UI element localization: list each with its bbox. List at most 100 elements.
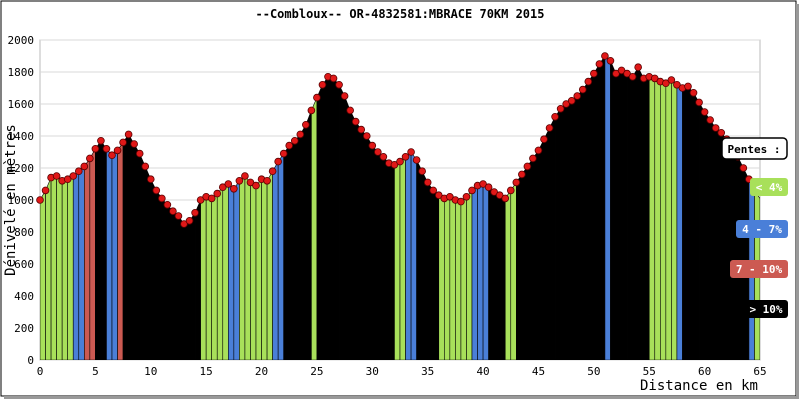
slope-bar-67 <box>410 151 417 360</box>
slope-bar-53 <box>333 77 340 360</box>
slope-bar-82 <box>493 191 500 360</box>
slope-bar-38 <box>250 181 257 360</box>
elevation-point-66 <box>401 153 410 161</box>
elevation-point-21 <box>152 186 161 195</box>
elevation-point-108 <box>634 63 642 71</box>
y-tick-label-1: 200 <box>14 322 34 335</box>
elevation-point-70 <box>423 178 432 187</box>
elevation-point-10 <box>91 145 100 153</box>
elevation-point-39 <box>252 181 260 190</box>
slope-bar-52 <box>327 76 334 360</box>
slope-bar-19 <box>144 166 152 360</box>
slope-bar-112 <box>660 81 667 360</box>
elevation-point-17 <box>130 140 138 148</box>
elevation-point-65 <box>396 157 404 166</box>
elevation-point-82 <box>490 188 498 196</box>
slope-bar-17 <box>133 142 140 360</box>
elevation-point-45 <box>285 141 294 150</box>
slope-bar-106 <box>626 73 633 360</box>
elevation-point-18 <box>135 149 144 158</box>
x-tick-label-5: 25 <box>310 365 323 378</box>
slope-bar-57 <box>355 120 362 360</box>
slope-bar-100 <box>593 62 600 360</box>
slope-bar-29 <box>200 196 207 360</box>
slope-bar-98 <box>582 80 589 360</box>
elevation-point-56 <box>346 106 354 115</box>
elevation-point-9 <box>86 154 94 163</box>
slope-bar-118 <box>693 91 700 360</box>
slope-bar-80 <box>482 183 489 360</box>
slope-bar-54 <box>338 84 345 360</box>
elevation-point-95 <box>562 100 570 108</box>
elevation-point-101 <box>595 60 604 68</box>
chart-title: --Combloux-- OR-4832581:MBRACE 70KM 2015 <box>256 7 545 21</box>
slope-bar-21 <box>156 189 163 360</box>
elevation-point-80 <box>479 180 487 188</box>
slope-bar-88 <box>527 157 534 360</box>
elevation-point-74 <box>446 193 454 201</box>
slope-bar-91 <box>543 127 550 360</box>
x-tick-label-3: 15 <box>200 365 213 378</box>
slope-bar-61 <box>377 151 384 360</box>
elevation-point-35 <box>230 185 238 193</box>
slope-bar-125 <box>732 147 739 360</box>
y-tick-label-6: 1200 <box>8 162 35 175</box>
slope-bar-72 <box>438 194 445 360</box>
x-tick-label-13: 65 <box>753 365 766 378</box>
slope-bar-24 <box>172 210 179 360</box>
slope-bar-68 <box>416 159 423 360</box>
legend-swatch-low <box>750 178 788 196</box>
slope-bar-97 <box>576 88 584 360</box>
slope-bar-90 <box>538 139 545 360</box>
slope-bar-109 <box>643 76 650 360</box>
slope-bar-93 <box>554 107 561 360</box>
y-tick-label-3: 600 <box>14 258 34 271</box>
slope-bar-33 <box>222 183 229 360</box>
slope-bar-48 <box>305 110 312 360</box>
elevation-point-89 <box>529 154 537 163</box>
slope-bar-5 <box>67 175 74 360</box>
elevation-point-121 <box>706 116 714 124</box>
x-tick-label-10: 50 <box>587 365 600 378</box>
slope-bar-49 <box>311 97 318 360</box>
slope-bar-107 <box>632 66 639 360</box>
slope-bar-92 <box>549 116 556 360</box>
elevation-point-24 <box>169 207 177 216</box>
slope-bar-20 <box>150 179 157 360</box>
elevation-point-96 <box>567 97 576 105</box>
legend-title: Pentes : <box>728 143 781 156</box>
slope-bar-9 <box>89 147 96 360</box>
slope-bar-75 <box>455 199 462 360</box>
elevation-point-43 <box>274 157 282 166</box>
elevation-point-34 <box>224 180 233 188</box>
slope-bar-55 <box>344 95 351 360</box>
elevation-point-5 <box>63 175 72 184</box>
elevation-point-113 <box>662 79 670 87</box>
slope-bar-70 <box>427 181 434 360</box>
slope-bar-64 <box>394 161 401 360</box>
slope-bar-40 <box>261 178 268 360</box>
elevation-point-16 <box>124 130 133 139</box>
slope-bar-42 <box>272 160 279 360</box>
slope-bar-78 <box>471 184 478 360</box>
elevation-point-84 <box>501 194 510 203</box>
slope-bar-36 <box>239 175 246 360</box>
elevation-point-31 <box>207 194 216 203</box>
elevation-point-88 <box>523 162 532 171</box>
elevation-point-102 <box>601 52 609 60</box>
slope-bar-4 <box>61 178 68 360</box>
elevation-point-98 <box>578 85 587 94</box>
slope-bar-8 <box>84 157 91 360</box>
y-tick-label-8: 1600 <box>8 98 35 111</box>
slope-bar-28 <box>194 199 201 360</box>
slope-bar-104 <box>615 69 622 360</box>
slope-bar-22 <box>161 197 168 360</box>
slope-bar-62 <box>383 155 390 360</box>
elevation-point-36 <box>235 177 244 185</box>
elevation-point-49 <box>307 106 316 115</box>
slope-bar-101 <box>599 55 606 360</box>
elevation-point-92 <box>545 124 554 132</box>
slope-bar-87 <box>521 165 528 360</box>
elevation-point-44 <box>279 149 288 158</box>
slope-legend: Pentes : < 4% 4 - 7% 7 - 10% > 10% <box>721 137 788 318</box>
